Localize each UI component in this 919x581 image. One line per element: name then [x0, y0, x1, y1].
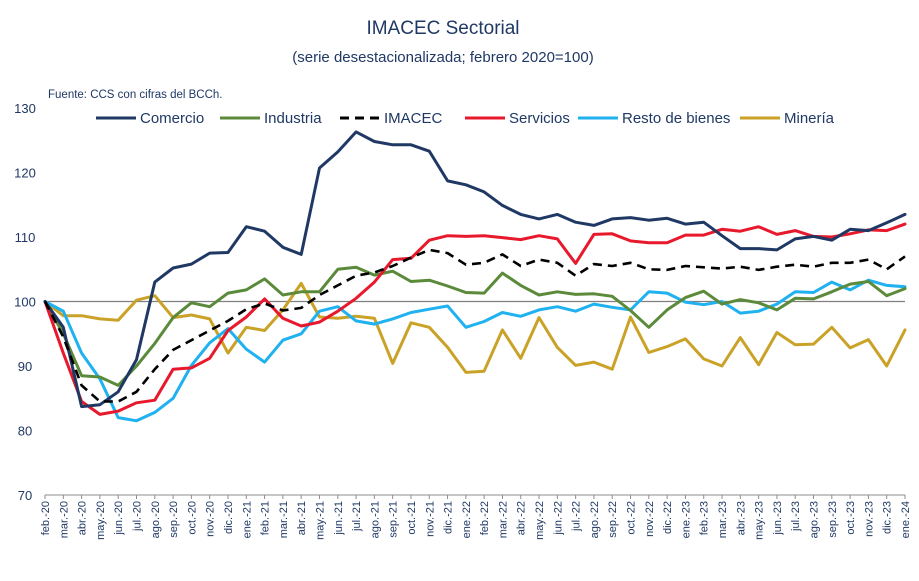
x-tick-label: feb.-21	[260, 501, 272, 535]
y-tick-label: 80	[18, 424, 32, 439]
x-tick-label: abr.-23	[735, 501, 747, 535]
y-tick-label: 110	[15, 230, 36, 245]
x-tick-label: may.-21	[314, 501, 326, 540]
x-tick-label: dic.-22	[662, 501, 674, 534]
x-tick-label: nov.-23	[863, 501, 875, 537]
x-tick-label: ago.-20	[150, 501, 162, 538]
x-tick-label: may.-20	[95, 501, 107, 540]
chart-subtitle: (serie desestacionalizada; febrero 2020=…	[292, 49, 593, 66]
x-tick-label: jul.-23	[790, 501, 802, 532]
x-tick-label: nov.-21	[424, 501, 436, 537]
x-tick-label: sep.-21	[388, 501, 400, 538]
x-tick-label: sep.-23	[827, 501, 839, 538]
x-tick-label: mar.-21	[278, 501, 290, 538]
x-tick-label: nov.-20	[205, 501, 217, 537]
x-tick-label: feb.-20	[40, 501, 52, 535]
x-tick-label: jun.-20	[113, 501, 125, 536]
legend-label: Industria	[264, 110, 322, 127]
y-tick-label: 130	[14, 101, 36, 116]
x-tick-label: jun.-23	[772, 501, 784, 536]
legend-label: Servicios	[509, 110, 570, 127]
x-tick-label: oct.-22	[626, 501, 638, 535]
x-tick-label: ene.-22	[461, 501, 473, 538]
x-tick-label: oct.-23	[845, 501, 857, 535]
x-tick-label: jun.-21	[333, 501, 345, 536]
x-tick-label: abr.-20	[77, 501, 89, 535]
x-tick-label: dic.-20	[223, 501, 235, 534]
series-line-imacec	[43, 248, 906, 403]
series-line-resto-de-bienes	[43, 278, 907, 423]
source-note: Fuente: CCS con cifras del BCCh.	[48, 89, 223, 101]
y-tick-label: 90	[18, 359, 32, 374]
axes: 70 80 90 100 110 120 130 feb.-20 mar.-20 abr.-20 m…	[14, 101, 912, 540]
x-tick-label: may.-23	[754, 501, 766, 540]
x-tick-label: dic.-23	[882, 501, 894, 534]
x-tick-label: dic.-21	[443, 501, 455, 534]
x-tick-label: abr.-21	[296, 501, 308, 535]
series-line-miner-a	[43, 281, 907, 374]
x-tick-label: sep.-20	[168, 501, 180, 538]
legend: Comercio Industria IMACEC Servicios Resto de…	[96, 110, 835, 127]
x-tick-label: oct.-20	[186, 501, 198, 535]
y-tick-label: 120	[14, 166, 36, 181]
x-tick-label: ago.-22	[589, 501, 601, 538]
y-tick-label: 100	[14, 295, 36, 310]
x-tick-label: mar.-23	[717, 501, 729, 538]
x-tick-label: ene.-23	[680, 501, 692, 538]
x-tick-label: nov.-22	[644, 501, 656, 537]
legend-label: Minería	[784, 110, 835, 127]
x-tick-label: mar.-20	[58, 501, 70, 538]
x-tick-label: ago.-23	[809, 501, 821, 538]
x-tick-label: oct.-21	[406, 501, 418, 535]
legend-label: IMACEC	[384, 110, 443, 127]
x-tick-label: ago.-21	[369, 501, 381, 538]
y-tick-label: 70	[18, 488, 32, 503]
series-lines	[43, 130, 907, 423]
x-tick-label: mar.-22	[497, 501, 509, 538]
x-tick-label: jul.-21	[351, 501, 363, 532]
x-tick-label: feb.-22	[479, 501, 491, 535]
x-tick-label: jul.-22	[571, 501, 583, 532]
legend-label: Resto de bienes	[622, 110, 730, 127]
series-line-servicios	[43, 222, 907, 416]
x-tick-label: jun.-22	[552, 501, 564, 536]
series-line-comercio	[43, 130, 907, 409]
x-tick-label: may.-22	[534, 501, 546, 540]
x-tick-label: ene.-24	[900, 501, 912, 538]
x-tick-label: ene.-21	[241, 501, 253, 538]
legend-label: Comercio	[140, 110, 204, 127]
x-tick-label: feb.-23	[699, 501, 711, 535]
x-tick-label: abr.-22	[516, 501, 528, 535]
chart-title: IMACEC Sectorial	[366, 18, 519, 39]
x-tick-label: jul.-20	[131, 501, 143, 532]
x-tick-label: sep.-22	[607, 501, 619, 538]
series-line-industria	[43, 265, 907, 387]
